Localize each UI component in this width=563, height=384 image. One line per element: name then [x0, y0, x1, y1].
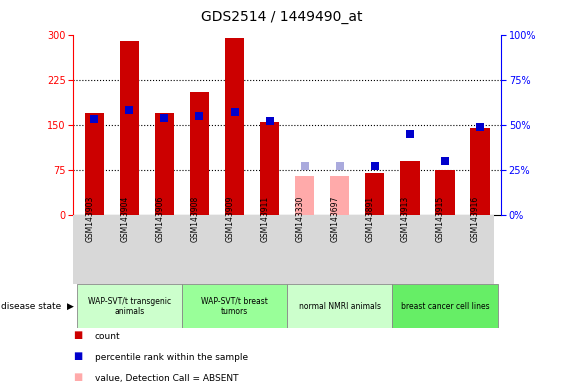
Text: GSM143697: GSM143697	[330, 195, 339, 242]
Text: GSM143911: GSM143911	[261, 195, 270, 242]
Point	[335, 163, 344, 169]
Bar	[400, 161, 419, 215]
Point	[160, 114, 169, 121]
Text: GSM143916: GSM143916	[471, 195, 480, 242]
Bar	[84, 113, 104, 215]
Point	[90, 116, 99, 122]
Bar	[77, 284, 182, 328]
Text: GSM143915: GSM143915	[436, 195, 445, 242]
Point	[440, 158, 449, 164]
Text: WAP-SVT/t transgenic
animals: WAP-SVT/t transgenic animals	[88, 296, 171, 316]
Point	[195, 113, 204, 119]
Text: GSM143330: GSM143330	[296, 195, 305, 242]
Point	[405, 131, 414, 137]
Text: value, Detection Call = ABSENT: value, Detection Call = ABSENT	[95, 374, 238, 383]
Text: GSM143891: GSM143891	[366, 195, 375, 242]
Point	[476, 124, 485, 130]
Bar	[295, 176, 314, 215]
Text: GSM143908: GSM143908	[190, 195, 199, 242]
Text: GDS2514 / 1449490_at: GDS2514 / 1449490_at	[201, 10, 362, 23]
Text: ■: ■	[73, 351, 82, 361]
Point	[230, 109, 239, 115]
Text: normal NMRI animals: normal NMRI animals	[299, 302, 381, 311]
Bar	[330, 176, 350, 215]
Bar	[225, 38, 244, 215]
Point	[300, 163, 309, 169]
Text: GSM143906: GSM143906	[155, 195, 164, 242]
Point	[125, 107, 134, 113]
Bar	[435, 170, 454, 215]
Text: breast cancer cell lines: breast cancer cell lines	[401, 302, 489, 311]
Text: GSM143913: GSM143913	[401, 195, 410, 242]
Bar	[287, 284, 392, 328]
Point	[265, 118, 274, 124]
Text: GSM143903: GSM143903	[85, 195, 94, 242]
Text: WAP-SVT/t breast
tumors: WAP-SVT/t breast tumors	[201, 296, 268, 316]
Text: ■: ■	[73, 330, 82, 340]
Bar	[470, 128, 490, 215]
Bar	[155, 113, 174, 215]
Text: count: count	[95, 332, 120, 341]
Text: disease state  ▶: disease state ▶	[1, 302, 74, 311]
Text: GSM143909: GSM143909	[226, 195, 235, 242]
Bar	[182, 284, 287, 328]
Text: percentile rank within the sample: percentile rank within the sample	[95, 353, 248, 362]
Bar	[190, 92, 209, 215]
Bar	[392, 284, 498, 328]
Bar	[365, 173, 385, 215]
Point	[370, 163, 379, 169]
Bar	[260, 122, 279, 215]
Text: ■: ■	[73, 372, 82, 382]
Bar	[120, 41, 139, 215]
Text: GSM143904: GSM143904	[120, 195, 129, 242]
